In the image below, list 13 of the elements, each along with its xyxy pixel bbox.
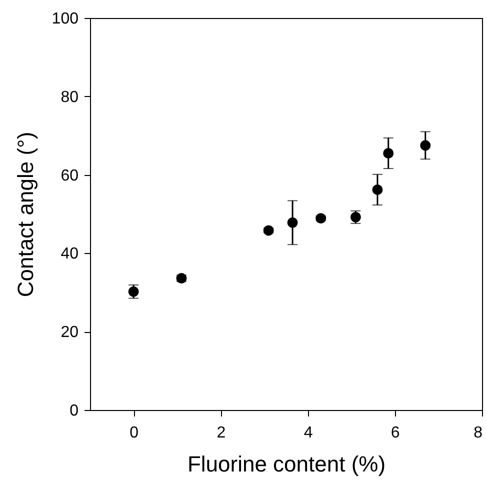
x-axis-title: Fluorine content (%) <box>187 452 386 476</box>
y-tick-label: 40 <box>60 246 79 263</box>
y-tick-label: 100 <box>52 10 79 28</box>
y-axis-title: Contact angle (°) <box>12 132 38 298</box>
y-tick-label: 20 <box>60 324 79 342</box>
y-tick-label: 80 <box>60 88 79 106</box>
x-tick-label: 8 <box>474 424 483 442</box>
x-tick-label: 4 <box>304 424 313 442</box>
x-tick-label: 6 <box>390 424 400 442</box>
x-tick-label: 2 <box>216 424 226 442</box>
x-tick-label: 0 <box>130 424 139 442</box>
y-tick-label: 60 <box>60 167 79 184</box>
y-tick-label: 0 <box>70 402 79 420</box>
